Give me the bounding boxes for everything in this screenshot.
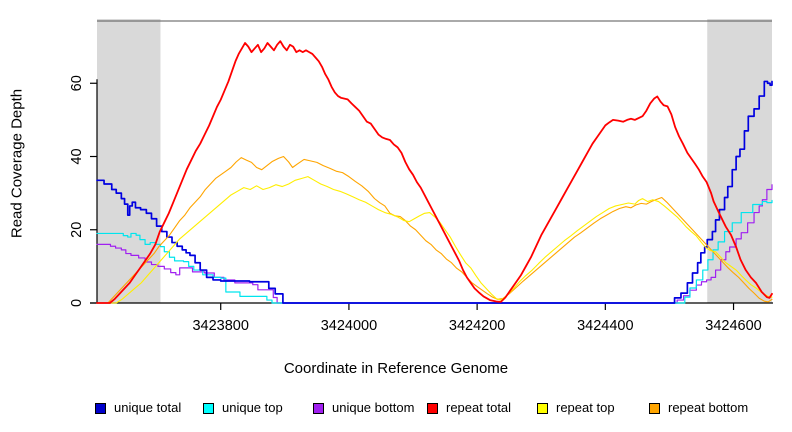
legend-swatch-unique-bottom [313,402,324,414]
series-line-repeat-bottom [96,155,773,304]
x-tick-label: 3424200 [449,318,505,334]
x-axis-title: Coordinate in Reference Genome [283,360,509,377]
legend-label: repeat bottom [668,400,749,415]
x-tick-label: 3423800 [192,318,248,334]
y-tick-label: 60 [69,75,85,91]
legend-label: repeat total [446,400,512,415]
legend-item-unique-bottom: unique bottom [313,398,414,418]
y-tick-label: 20 [69,222,85,238]
legend-item-repeat-top: repeat top [537,398,615,418]
y-tick-label: 0 [69,299,85,307]
series-line-repeat-total [96,40,773,304]
series-line-unique-bottom [96,184,773,304]
y-tick-label: 40 [69,148,85,164]
legend-item-unique-total: unique total [95,398,181,418]
shaded-region-left [97,19,161,303]
x-tick-label: 3424400 [577,318,633,334]
legend-swatch-repeat-total [427,402,438,414]
legend-label: repeat top [556,400,615,415]
legend-item-unique-top: unique top [203,398,283,418]
series-line-unique-total [96,80,773,304]
y-axis-title: Read Coverage Depth [8,88,26,239]
shaded-region-right [707,19,772,303]
series-line-repeat-top [96,176,773,304]
legend-item-repeat-total: repeat total [427,398,511,418]
legend: unique total unique top unique bottom repea… [0,398,792,420]
x-tick-label: 3424000 [321,318,377,334]
legend-swatch-repeat-bottom [649,402,660,414]
legend-swatch-repeat-top [537,402,548,414]
legend-label: unique top [222,400,283,415]
legend-swatch-unique-top [203,402,214,414]
legend-label: unique total [114,400,182,415]
legend-item-repeat-bottom: repeat bottom [649,398,748,418]
series-line-unique-top [96,199,773,304]
legend-swatch-unique-total [95,402,106,414]
x-tick-label: 3424600 [705,318,761,334]
legend-label: unique bottom [332,400,415,415]
